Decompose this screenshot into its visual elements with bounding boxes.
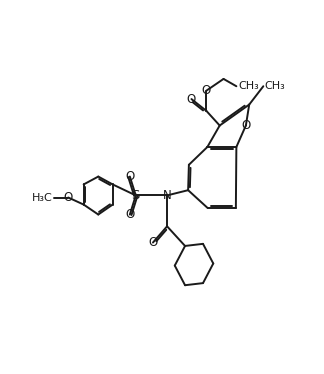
Text: O: O — [125, 170, 134, 183]
Text: CH₃: CH₃ — [238, 81, 259, 91]
Text: O: O — [187, 93, 196, 105]
Text: O: O — [64, 191, 73, 204]
Text: O: O — [148, 236, 157, 249]
Text: O: O — [241, 119, 250, 132]
Text: H₃C: H₃C — [32, 193, 52, 202]
Text: O: O — [202, 84, 211, 97]
Text: CH₃: CH₃ — [265, 81, 286, 91]
Text: O: O — [125, 208, 134, 221]
Text: S: S — [132, 189, 140, 202]
Text: N: N — [163, 189, 171, 202]
